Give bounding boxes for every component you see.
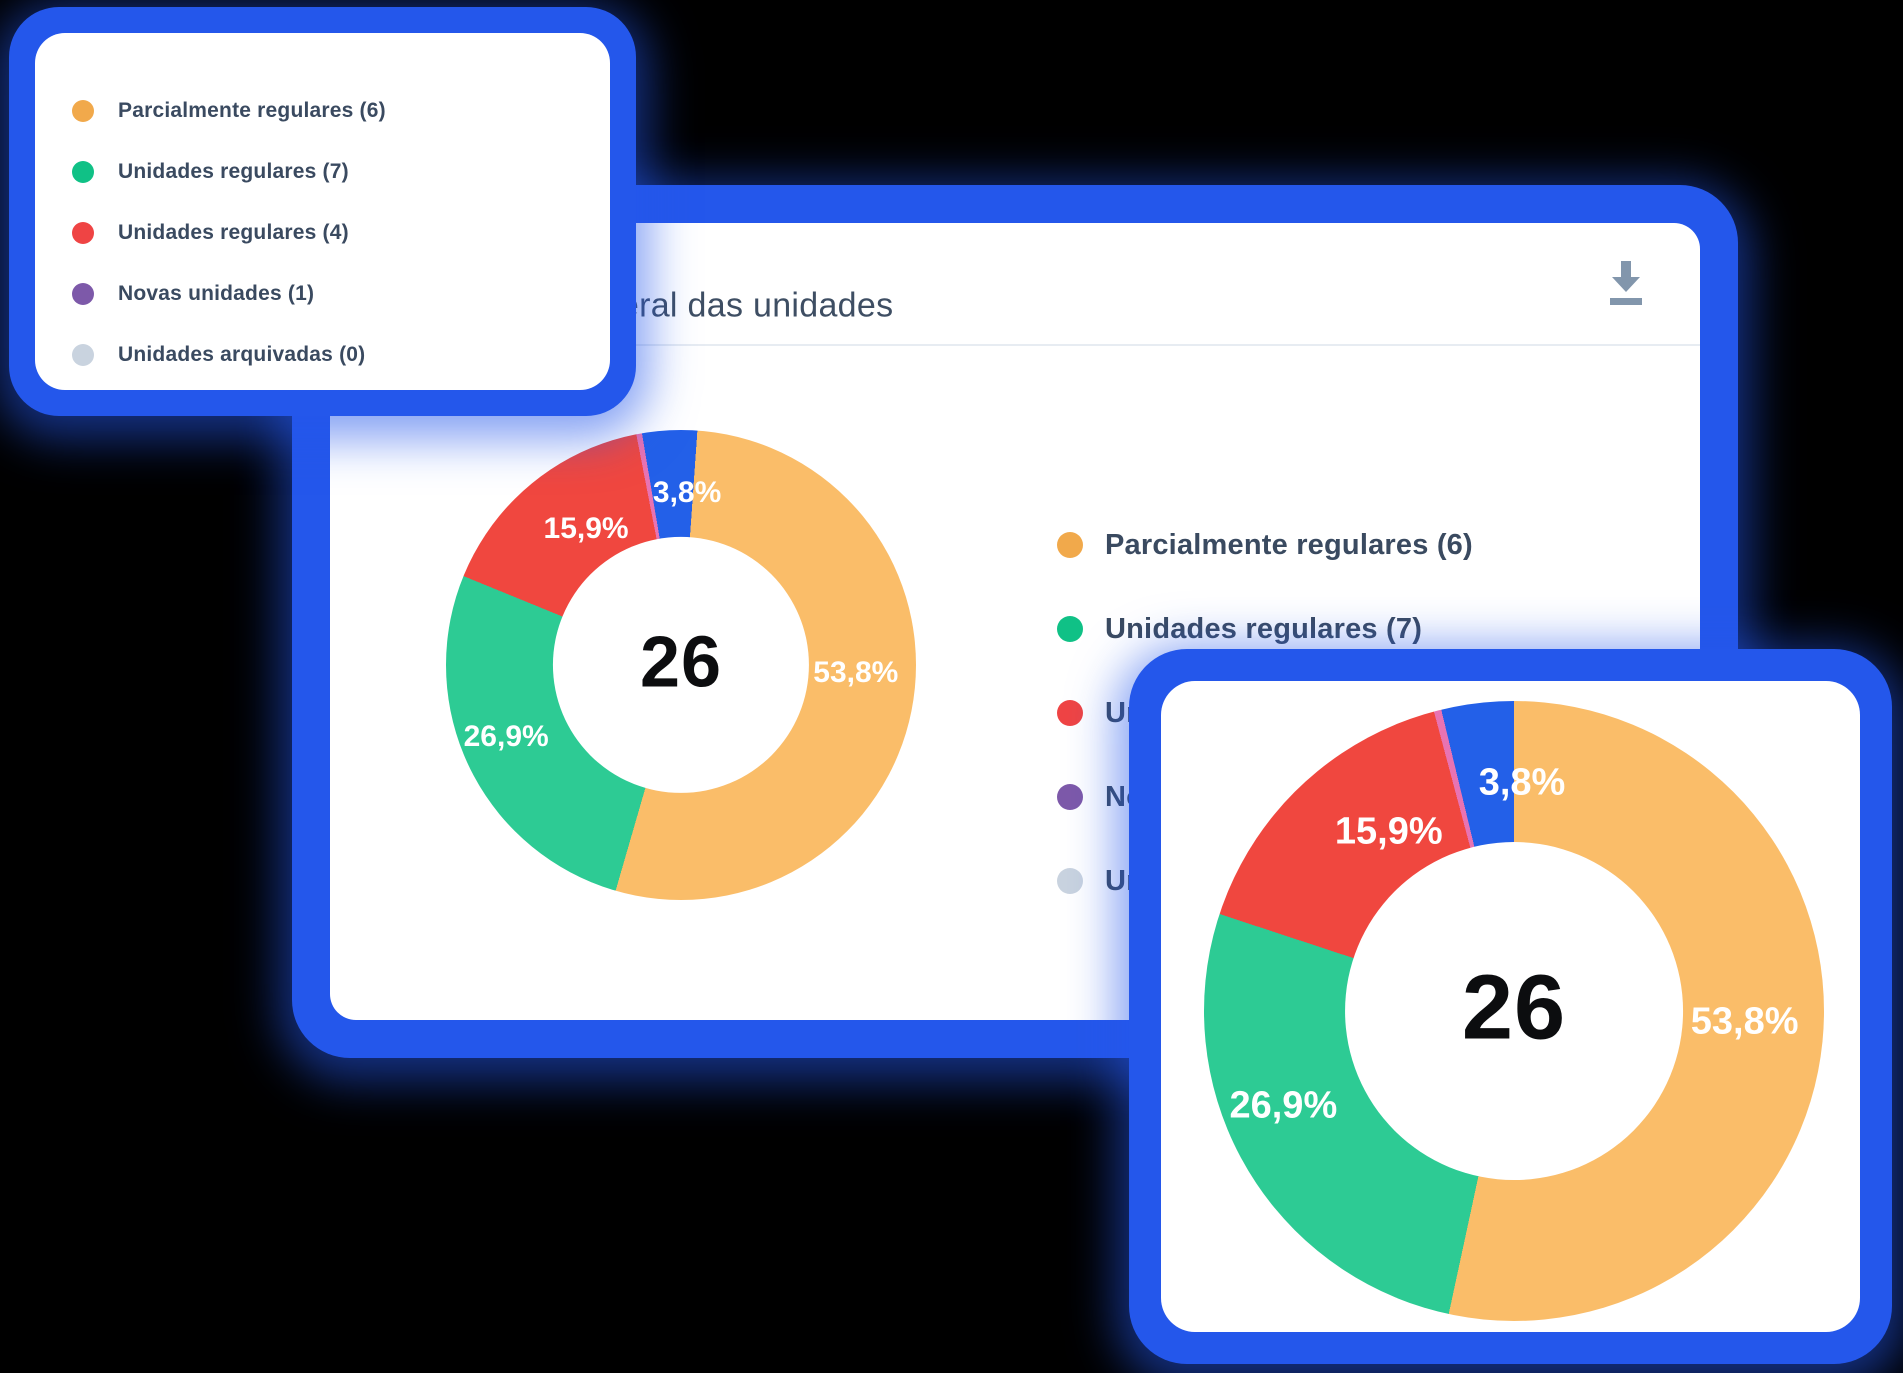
legend-item[interactable]: Unidades arquivadas (0) xyxy=(72,324,386,385)
legend-item[interactable]: Parcialmente regulares (6) xyxy=(1057,503,1473,587)
legend-item-label: Parcialmente regulares (6) xyxy=(1105,528,1473,561)
slice-label-orange: 53,8% xyxy=(1690,1000,1799,1043)
legend-item-label: Unidades regulares (7) xyxy=(1105,612,1423,645)
legend-item[interactable]: Unidades regulares (4) xyxy=(72,202,386,263)
donut-total: 26 xyxy=(639,622,723,703)
legend-dot-icon xyxy=(72,99,94,122)
legend-item-label: Unidades arquivadas (0) xyxy=(118,342,366,366)
donut-hole xyxy=(1345,842,1683,1180)
slice-label-red: 15,9% xyxy=(1334,810,1443,853)
legend-dot-icon xyxy=(1057,616,1083,642)
zoomed-chart-card: 26 53,8% 26,9% 15,9% 3,8% xyxy=(1129,649,1892,1364)
legend-item[interactable]: Parcialmente regulares (6) xyxy=(72,80,386,141)
units-donut-chart-zoomed: 26 53,8% 26,9% 15,9% 3,8% xyxy=(1204,701,1824,1321)
legend-item[interactable]: Unidades regulares (7) xyxy=(1057,587,1473,671)
donut-hole xyxy=(552,536,810,794)
slice-label-blue: 3,8% xyxy=(652,475,722,509)
legend-dot-icon xyxy=(1057,700,1083,726)
donut-total: 26 xyxy=(1461,956,1567,1059)
slice-label-green: 26,9% xyxy=(463,719,549,753)
legend-dot-icon xyxy=(72,282,94,305)
slice-label-green: 26,9% xyxy=(1229,1084,1338,1127)
units-donut-chart: 26 53,8% 26,9% 15,9% 3,8% xyxy=(446,430,916,900)
zoomed-chart-surface: 26 53,8% 26,9% 15,9% 3,8% xyxy=(1161,681,1860,1332)
download-button[interactable] xyxy=(1606,259,1646,311)
slice-label-orange: 53,8% xyxy=(813,655,899,689)
legend-dot-icon xyxy=(72,343,94,366)
floating-legend: Parcialmente regulares (6) Unidades regu… xyxy=(72,80,386,385)
legend-item-label: Novas unidades (1) xyxy=(118,281,315,305)
download-icon xyxy=(1610,261,1642,305)
slice-label-red: 15,9% xyxy=(543,512,629,546)
legend-dot-icon xyxy=(1057,532,1083,558)
legend-dot-icon xyxy=(1057,868,1083,894)
legend-item[interactable]: Unidades regulares (7) xyxy=(72,141,386,202)
floating-legend-surface: Parcialmente regulares (6) Unidades regu… xyxy=(35,33,610,390)
header-divider xyxy=(330,344,1700,346)
floating-legend-card: Parcialmente regulares (6) Unidades regu… xyxy=(9,7,636,416)
legend-dot-icon xyxy=(72,221,94,244)
legend-item[interactable]: Novas unidades (1) xyxy=(72,263,386,324)
legend-item-label: Parcialmente regulares (6) xyxy=(118,98,386,122)
overview-card: Visão geral das unidades 26 53,8% 26,9% … xyxy=(292,185,1738,1058)
legend-item-label: Unidades regulares (4) xyxy=(118,220,349,244)
legend-item-label: Unidades regulares (7) xyxy=(118,159,349,183)
slice-label-blue: 3,8% xyxy=(1478,761,1566,804)
legend-dot-icon xyxy=(72,160,94,183)
legend-dot-icon xyxy=(1057,784,1083,810)
